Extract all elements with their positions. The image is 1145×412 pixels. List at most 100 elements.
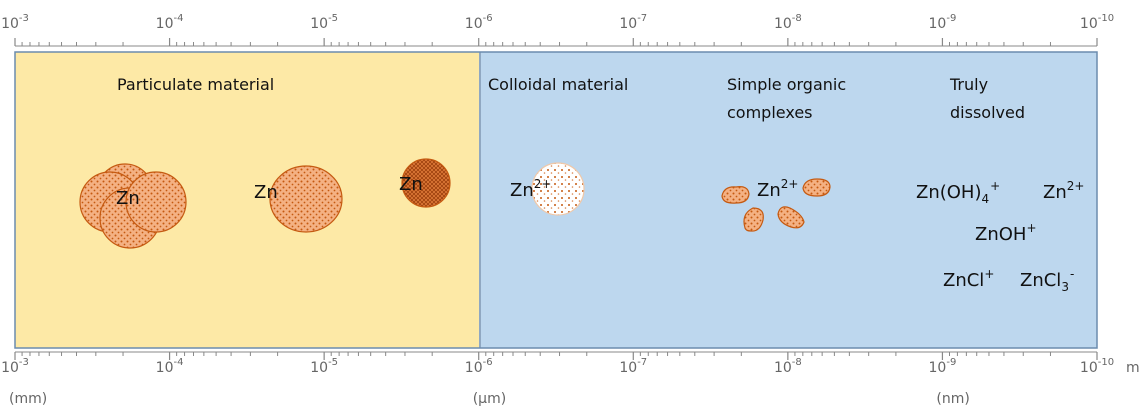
formula-superscript: 2+ — [781, 177, 799, 191]
tick-base: 10 — [1080, 360, 1098, 376]
tick-exponent: -9 — [946, 13, 956, 24]
organic-complex — [777, 206, 805, 229]
region-label: Particulate material — [117, 75, 274, 94]
tick-label: 10-8 — [774, 357, 802, 376]
particle — [125, 171, 187, 233]
tick-label: 10-8 — [774, 13, 802, 32]
tick-exponent: -3 — [19, 357, 29, 368]
tick-exponent: -10 — [1098, 13, 1114, 24]
frame — [14, 51, 1098, 349]
tick-exponent: -4 — [173, 357, 183, 368]
species-formula: Zn2+ — [1043, 179, 1084, 203]
unit-label: m — [1126, 360, 1140, 376]
tick-label: 10-4 — [156, 13, 184, 32]
tick-base: 10 — [1080, 16, 1098, 32]
formula-text: Zn — [399, 174, 423, 195]
tick-label: 10-10 — [1080, 13, 1114, 32]
tick-base: 10 — [156, 16, 174, 32]
formula-text: Zn — [254, 182, 278, 203]
particle — [269, 165, 343, 233]
species-formula: ZnCl+ — [943, 267, 994, 291]
formula-text: Zn — [1043, 182, 1067, 203]
tick-label: 10-3 — [1, 13, 29, 32]
tick-exponent: -7 — [637, 13, 647, 24]
tick-exponent: -7 — [637, 357, 647, 368]
formula-superscript: + — [984, 267, 994, 281]
species-formula: Zn2+ — [510, 177, 551, 201]
formula-subscript: 4 — [982, 192, 990, 206]
formula-subscript: 3 — [1061, 280, 1069, 294]
tick-base: 10 — [1, 16, 19, 32]
formula-superscript: 2+ — [1067, 179, 1085, 193]
tick-label: 10-7 — [619, 13, 647, 32]
species-formula: Zn2+ — [757, 177, 798, 201]
unit-scale-label: (µm) — [473, 391, 506, 407]
formula-superscript: - — [1070, 267, 1074, 281]
tick-base: 10 — [310, 360, 328, 376]
tick-base: 10 — [465, 360, 483, 376]
formula-text: ZnOH — [975, 224, 1026, 245]
tick-label: 10-9 — [929, 357, 957, 376]
formula-text: Zn — [757, 180, 781, 201]
species-formula: Zn — [116, 188, 140, 209]
formula-text: ZnCl — [943, 270, 984, 291]
region-label: Simple organic — [727, 75, 846, 94]
colloid — [531, 162, 585, 216]
tick-exponent: -8 — [792, 357, 802, 368]
tick-base: 10 — [619, 360, 637, 376]
tick-label: 10-9 — [929, 13, 957, 32]
tick-exponent: -6 — [483, 13, 493, 24]
tick-label: 10-4 — [156, 357, 184, 376]
region-label: Truly — [949, 75, 988, 94]
tick-exponent: -6 — [483, 357, 493, 368]
tick-base: 10 — [156, 360, 174, 376]
tick-exponent: -3 — [19, 13, 29, 24]
formula-text: Zn(OH) — [916, 182, 982, 203]
tick-base: 10 — [1, 360, 19, 376]
unit-scale-label: (mm) — [9, 391, 47, 407]
organic-complex — [721, 186, 750, 204]
particle — [401, 158, 451, 208]
tick-label: 10-7 — [619, 357, 647, 376]
region-label: Colloidal material — [488, 75, 628, 94]
tick-label: 10-6 — [465, 13, 493, 32]
tick-label: 10-5 — [310, 357, 338, 376]
tick-exponent: -4 — [173, 13, 183, 24]
formula-text: Zn — [116, 188, 140, 209]
species-formula: Zn — [399, 174, 423, 195]
tick-exponent: -5 — [328, 357, 338, 368]
species-formula: ZnCl3- — [1020, 267, 1074, 294]
tick-base: 10 — [465, 16, 483, 32]
tick-base: 10 — [619, 16, 637, 32]
tick-base: 10 — [310, 16, 328, 32]
tick-label: 10-5 — [310, 13, 338, 32]
tick-label: 10-10 — [1080, 357, 1114, 376]
tick-label: 10-3 — [1, 357, 29, 376]
formula-superscript: + — [990, 179, 1000, 193]
tick-base: 10 — [774, 360, 792, 376]
formula-text: ZnCl — [1020, 270, 1061, 291]
formula-text: Zn — [510, 180, 534, 201]
region-label: complexes — [727, 103, 813, 122]
organic-complex — [802, 178, 831, 197]
dissolved-region — [481, 52, 1097, 348]
tick-exponent: -8 — [792, 13, 802, 24]
species-formula: Zn(OH)4+ — [916, 179, 1000, 206]
tick-exponent: -5 — [328, 13, 338, 24]
particles — [79, 158, 831, 249]
species: Zn Zn Zn Zn2+ Zn2+ Zn(OH)4+ Zn2+ZnOH+ZnCl+ ZnCl… — [116, 174, 1084, 294]
organic-complex — [743, 207, 764, 232]
tick-base: 10 — [774, 16, 792, 32]
tick-exponent: -9 — [946, 357, 956, 368]
species-formula: ZnOH+ — [975, 221, 1037, 245]
formula-superscript: 2+ — [534, 177, 552, 191]
tick-exponent: -10 — [1098, 357, 1114, 368]
unit-scale-label: (nm) — [936, 391, 969, 407]
tick-base: 10 — [929, 360, 947, 376]
region-label: dissolved — [950, 103, 1025, 122]
tick-base: 10 — [929, 16, 947, 32]
formula-superscript: + — [1026, 221, 1036, 235]
species-formula: Zn — [254, 182, 278, 203]
